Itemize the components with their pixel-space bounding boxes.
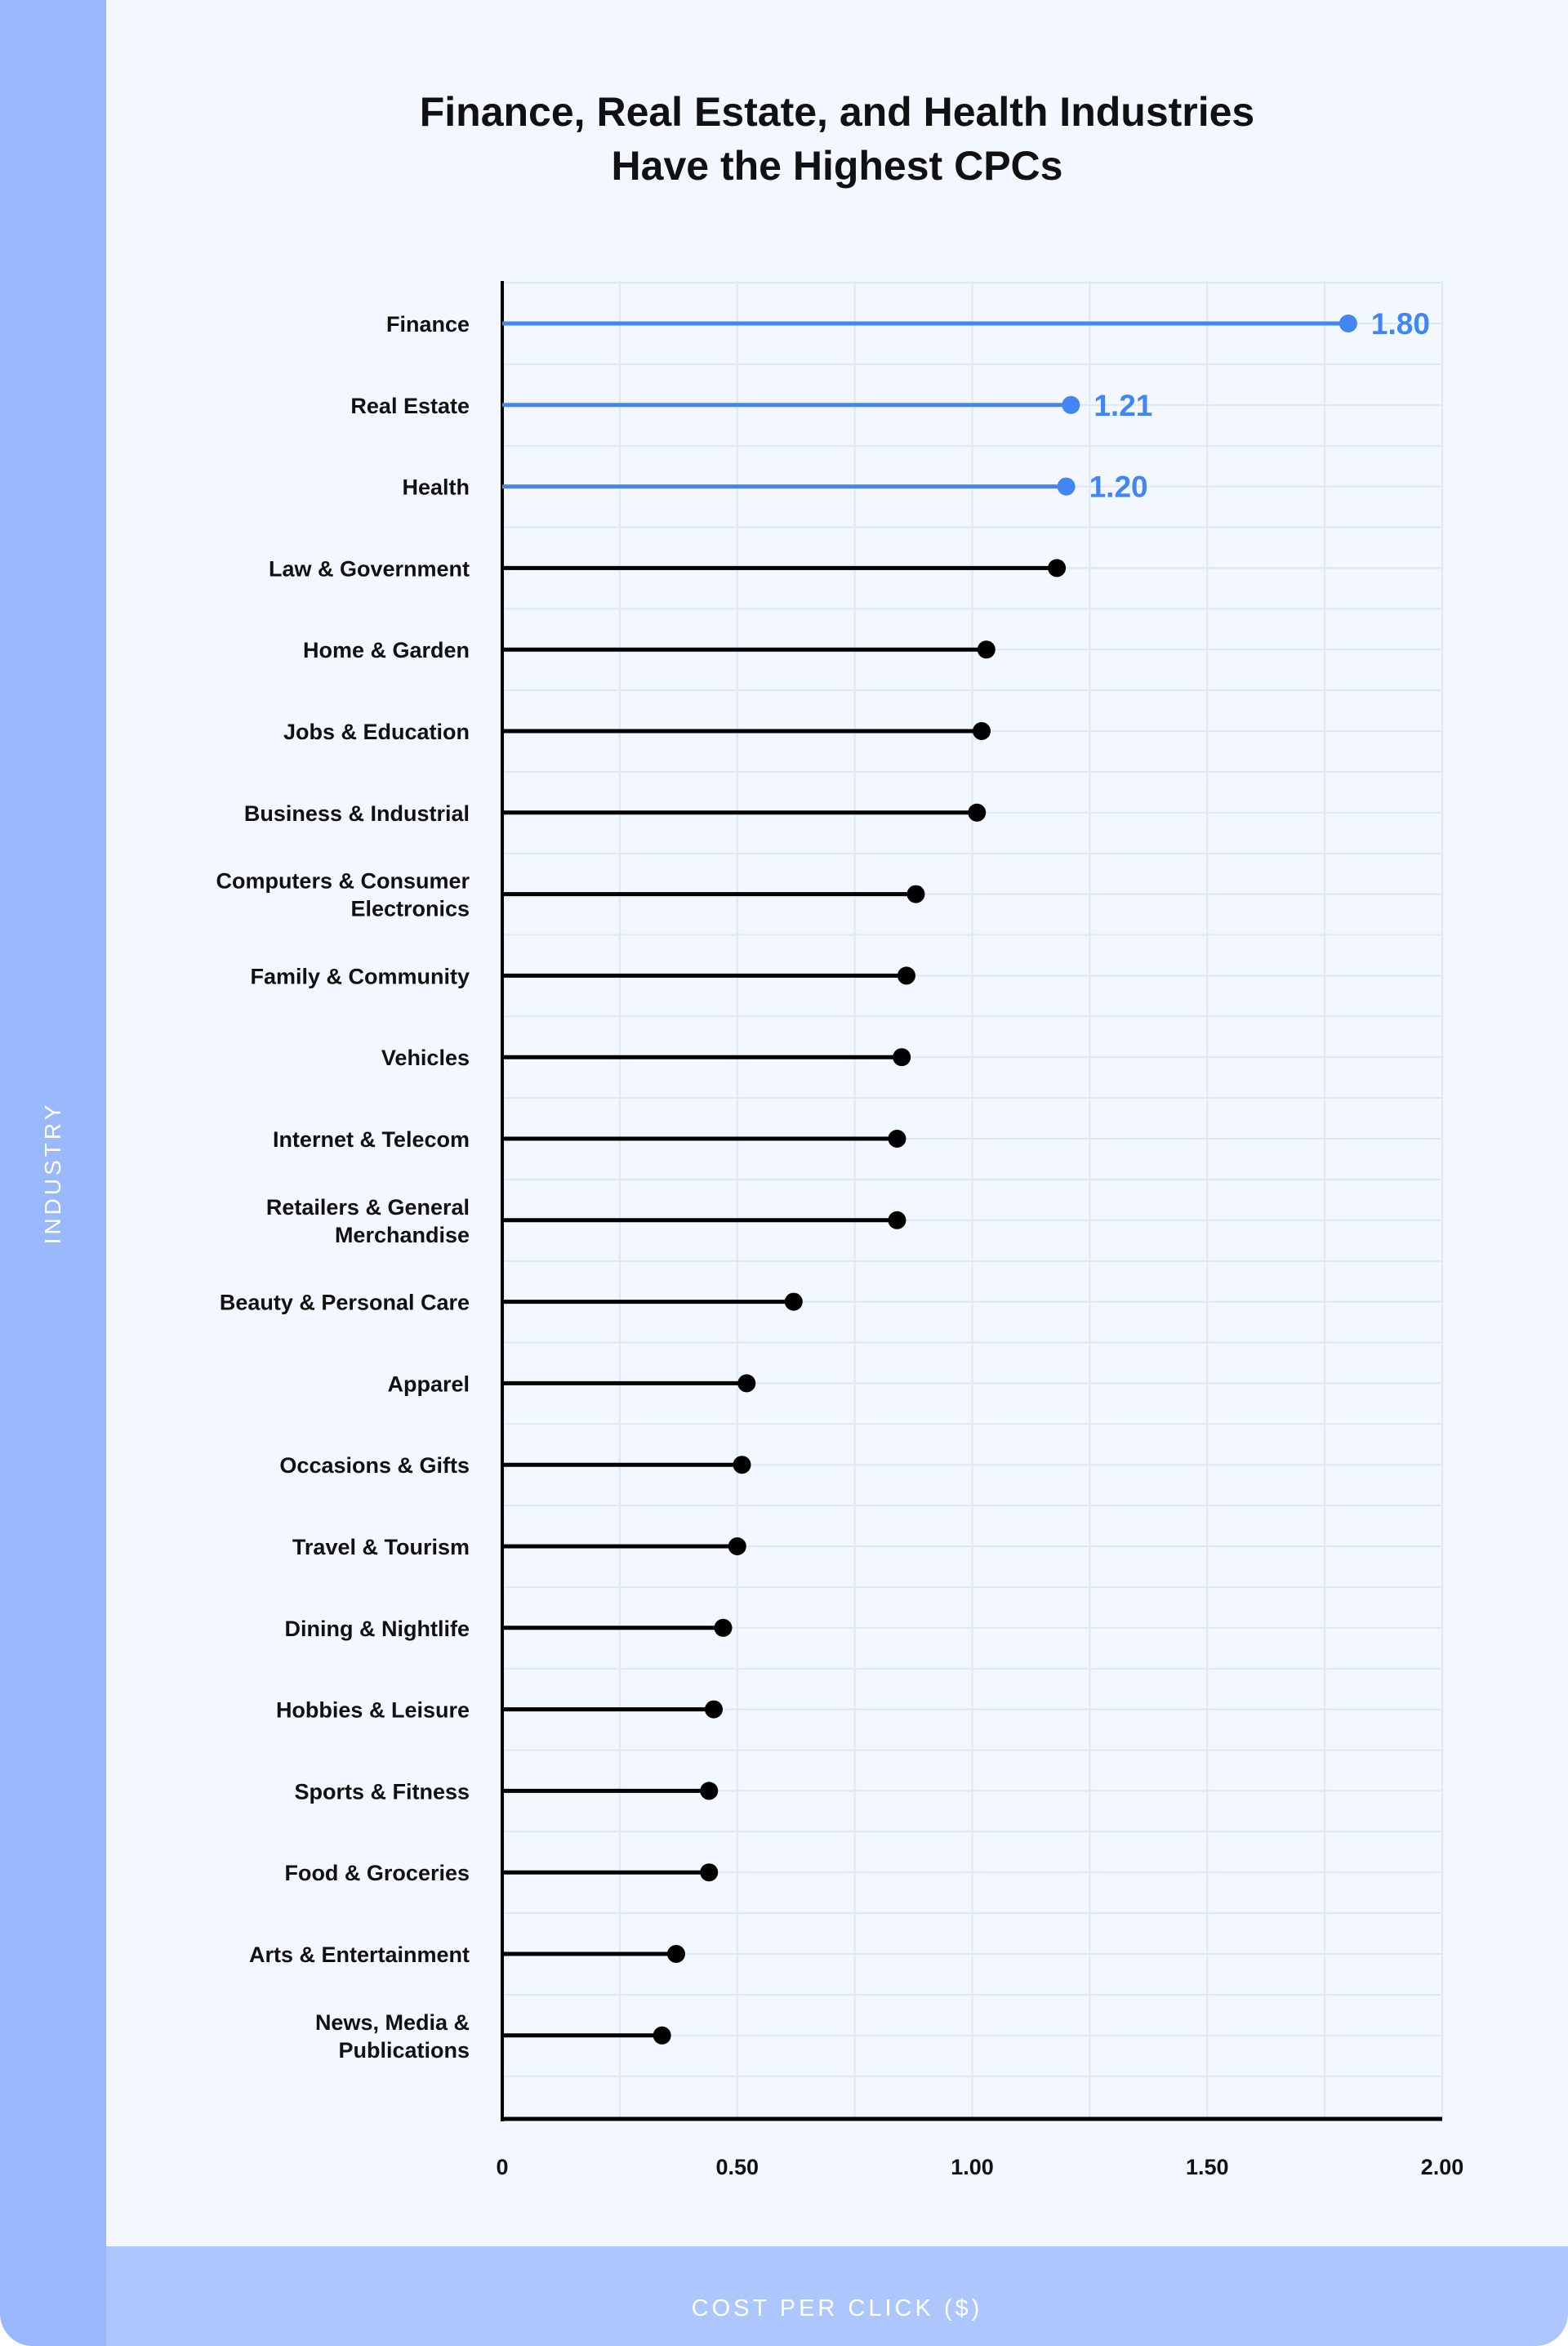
category-label: Health (402, 475, 470, 500)
lollipop-dot (733, 1456, 751, 1474)
category-label: Real Estate (350, 394, 470, 418)
lollipop-dot (700, 1782, 719, 1800)
x-tick-label: 0.50 (715, 2155, 759, 2179)
category-label: Dining & Nightlife (285, 1617, 470, 1641)
x-axis-band (106, 2246, 1568, 2346)
lollipop-dot (728, 1537, 746, 1555)
category-label: Internet & Telecom (273, 1127, 470, 1152)
lollipop-dot (714, 1618, 733, 1637)
category-label: Jobs & Education (283, 720, 470, 744)
category-label: Family & Community (250, 964, 470, 988)
data-label: 1.20 (1089, 471, 1148, 504)
chart-title-line-1: Finance, Real Estate, and Health Industr… (419, 89, 1255, 135)
lollipop-dot (977, 640, 996, 659)
lollipop-dot (893, 1048, 911, 1067)
lollipop-dot (704, 1700, 723, 1719)
x-tick-label: 1.00 (951, 2155, 994, 2179)
lollipop-dot (1048, 559, 1067, 578)
category-label: Home & Garden (303, 638, 470, 662)
data-label: 1.80 (1371, 307, 1430, 341)
lollipop-dot (737, 1374, 756, 1393)
lollipop-dot (888, 1211, 906, 1229)
lollipop-dot (906, 885, 925, 903)
category-label: Retailers & General Merchandise (266, 1195, 470, 1247)
lollipop-dot (888, 1130, 906, 1148)
category-label: Computers & Consumer Electronics (216, 869, 470, 921)
chart-title-line-2: Have the Highest CPCs (611, 143, 1063, 189)
category-label: Arts & Entertainment (249, 1942, 470, 1967)
lollipop-dot (700, 1863, 719, 1882)
data-label: 1.21 (1094, 389, 1152, 422)
lollipop-dot (1057, 477, 1076, 496)
x-tick-label: 1.50 (1186, 2155, 1229, 2179)
category-label: News, Media & Publications (315, 2010, 470, 2063)
category-label: Finance (386, 312, 470, 337)
lollipop-dot (1062, 395, 1080, 414)
x-tick-label: 0 (496, 2155, 508, 2179)
category-label: Hobbies & Leisure (276, 1698, 470, 1723)
category-label: Travel & Tourism (292, 1535, 470, 1559)
category-label: Apparel (387, 1371, 470, 1396)
x-tick-label: 2.00 (1421, 2155, 1464, 2179)
lollipop-dot (666, 1945, 685, 1963)
lollipop-dot (897, 966, 915, 985)
category-label: Beauty & Personal Care (220, 1291, 470, 1315)
lollipop-dot (968, 803, 987, 822)
category-label: Sports & Fitness (294, 1779, 470, 1804)
category-label: Business & Industrial (244, 801, 470, 826)
x-axis-title: COST PER CLICK ($) (691, 2295, 983, 2321)
chart-title: Finance, Real Estate, and Health Industr… (106, 85, 1568, 193)
category-label: Food & Groceries (284, 1861, 470, 1885)
category-label: Law & Government (269, 556, 470, 581)
lollipop-dot (973, 722, 991, 740)
category-label: Vehicles (381, 1046, 470, 1070)
lollipop-dot (784, 1292, 803, 1311)
lollipop-dot (653, 2026, 671, 2045)
y-axis-band (0, 0, 106, 2346)
lollipop-dot (1339, 314, 1357, 332)
category-label: Occasions & Gifts (279, 1453, 470, 1478)
